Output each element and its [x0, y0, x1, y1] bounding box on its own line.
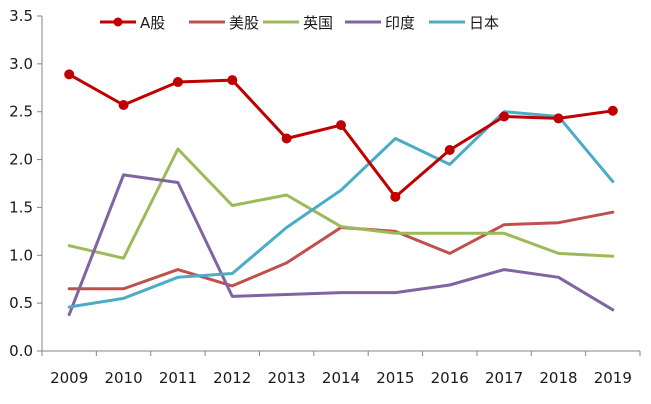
series-line-2	[67, 147, 615, 260]
x-tick-label: 2018	[539, 369, 577, 387]
axes: 0.0 0.5 1.0 1.5 2.0 2.5 3.0 3.5 2009 2010 2011 2012…	[9, 7, 641, 387]
data-point-0-7	[444, 145, 455, 155]
y-tick-label: 0.0	[9, 342, 33, 360]
y-tick-label: 3.5	[9, 7, 33, 25]
legend-marker-0	[113, 17, 123, 27]
y-tick-label: 2.0	[9, 151, 33, 169]
data-point-0-10	[607, 105, 618, 116]
y-tick-label: 0.5	[9, 294, 33, 312]
x-tick-label: 2017	[485, 369, 523, 387]
x-tick-label: 2010	[104, 369, 142, 387]
series-line-3	[67, 173, 615, 317]
y-tick-label: 1.5	[9, 198, 33, 216]
data-point-0-2	[172, 77, 183, 88]
y-tick-label: 1.0	[9, 246, 33, 264]
data-point-0-8	[499, 111, 510, 122]
data-point-0-9	[553, 113, 564, 124]
y-tick-label: 3.0	[9, 55, 33, 73]
data-point-0-5	[336, 120, 346, 131]
data-point-0-3	[227, 75, 238, 86]
series-line-4	[67, 110, 615, 309]
series-line-1	[67, 210, 615, 291]
legend-label-0: A股	[140, 14, 165, 32]
data-point-0-1	[118, 100, 129, 111]
x-tick-label: 2014	[322, 369, 360, 387]
series-layer	[64, 69, 618, 317]
x-tick-label: 2013	[268, 369, 306, 387]
data-point-0-4	[281, 133, 292, 144]
data-point-0-0	[64, 69, 75, 80]
legend-label-3: 印度	[385, 14, 415, 32]
y-tick-label: 2.5	[9, 103, 33, 121]
x-tick-label: 2015	[376, 369, 414, 387]
legend: A股 美股 英国 印度 日本	[100, 14, 499, 32]
x-tick-label: 2019	[594, 369, 632, 387]
legend-label-2: 英国	[303, 14, 333, 32]
legend-label-4: 日本	[469, 14, 499, 32]
x-tick-label: 2016	[431, 369, 469, 387]
x-tick-label: 2011	[159, 369, 197, 387]
data-point-0-6	[390, 191, 401, 202]
legend-label-1: 美股	[229, 14, 259, 32]
x-tick-label: 2012	[213, 369, 251, 387]
x-tick-label: 2009	[50, 369, 88, 387]
